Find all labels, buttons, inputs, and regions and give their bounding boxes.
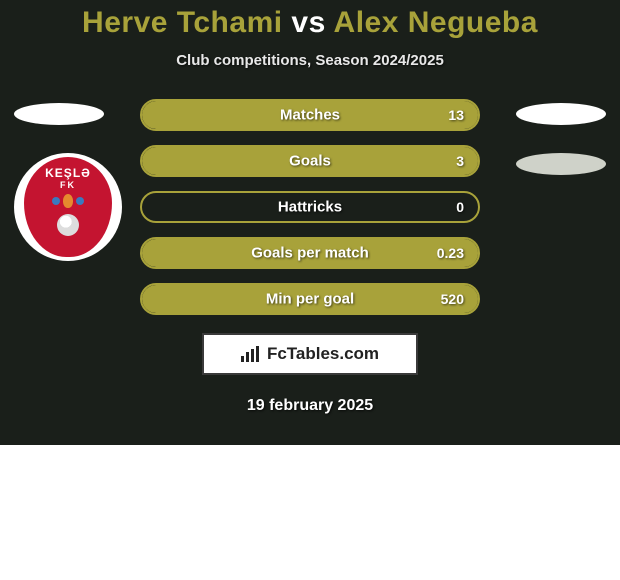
title-player2: Alex Negueba bbox=[334, 6, 538, 39]
club-badge: KEŞLƏ FK bbox=[14, 153, 122, 261]
page-title: Herve Tchami vs Alex Negueba bbox=[0, 6, 620, 40]
infographic-container: Herve Tchami vs Alex Negueba Club compet… bbox=[0, 0, 620, 415]
title-vs: vs bbox=[291, 6, 325, 39]
stat-value: 520 bbox=[441, 291, 464, 307]
club-badge-inner: KEŞLƏ FK bbox=[24, 157, 112, 257]
background-bottom bbox=[0, 445, 620, 580]
stat-row: Hattricks0 bbox=[140, 191, 480, 223]
stat-label: Min per goal bbox=[142, 291, 478, 308]
stat-value: 0 bbox=[456, 199, 464, 215]
stat-row: Matches13 bbox=[140, 99, 480, 131]
title-player1: Herve Tchami bbox=[82, 6, 283, 39]
stat-label: Goals bbox=[142, 153, 478, 170]
right-ellipse-2-icon bbox=[516, 153, 606, 175]
dot-icon bbox=[52, 197, 60, 205]
stat-label: Matches bbox=[142, 107, 478, 124]
club-art-icon bbox=[52, 194, 84, 208]
club-name: KEŞLƏ bbox=[45, 167, 91, 179]
left-ellipse-icon bbox=[14, 103, 104, 125]
stat-value: 13 bbox=[448, 107, 464, 123]
club-suffix: FK bbox=[60, 180, 76, 190]
stat-value: 0.23 bbox=[437, 245, 464, 261]
flame-icon bbox=[63, 194, 73, 208]
stat-row: Min per goal520 bbox=[140, 283, 480, 315]
date-line: 19 february 2025 bbox=[0, 397, 620, 415]
subtitle: Club competitions, Season 2024/2025 bbox=[0, 52, 620, 69]
stat-label: Goals per match bbox=[142, 245, 478, 262]
stat-row: Goals3 bbox=[140, 145, 480, 177]
stat-label: Hattricks bbox=[142, 199, 478, 216]
soccer-ball-icon bbox=[57, 214, 79, 236]
stats-list: Matches13 Goals3 Hattricks0 Goals per match… bbox=[140, 99, 480, 315]
brand-text: FcTables.com bbox=[267, 344, 379, 364]
right-ellipse-icon bbox=[516, 103, 606, 125]
stat-value: 3 bbox=[456, 153, 464, 169]
brand-box[interactable]: FcTables.com bbox=[202, 333, 418, 375]
dot-icon bbox=[76, 197, 84, 205]
bar-chart-icon bbox=[241, 346, 261, 362]
columns-wrapper: KEŞLƏ FK Matches13 Goals3 Hattricks0 Goals … bbox=[0, 99, 620, 315]
stat-row: Goals per match0.23 bbox=[140, 237, 480, 269]
